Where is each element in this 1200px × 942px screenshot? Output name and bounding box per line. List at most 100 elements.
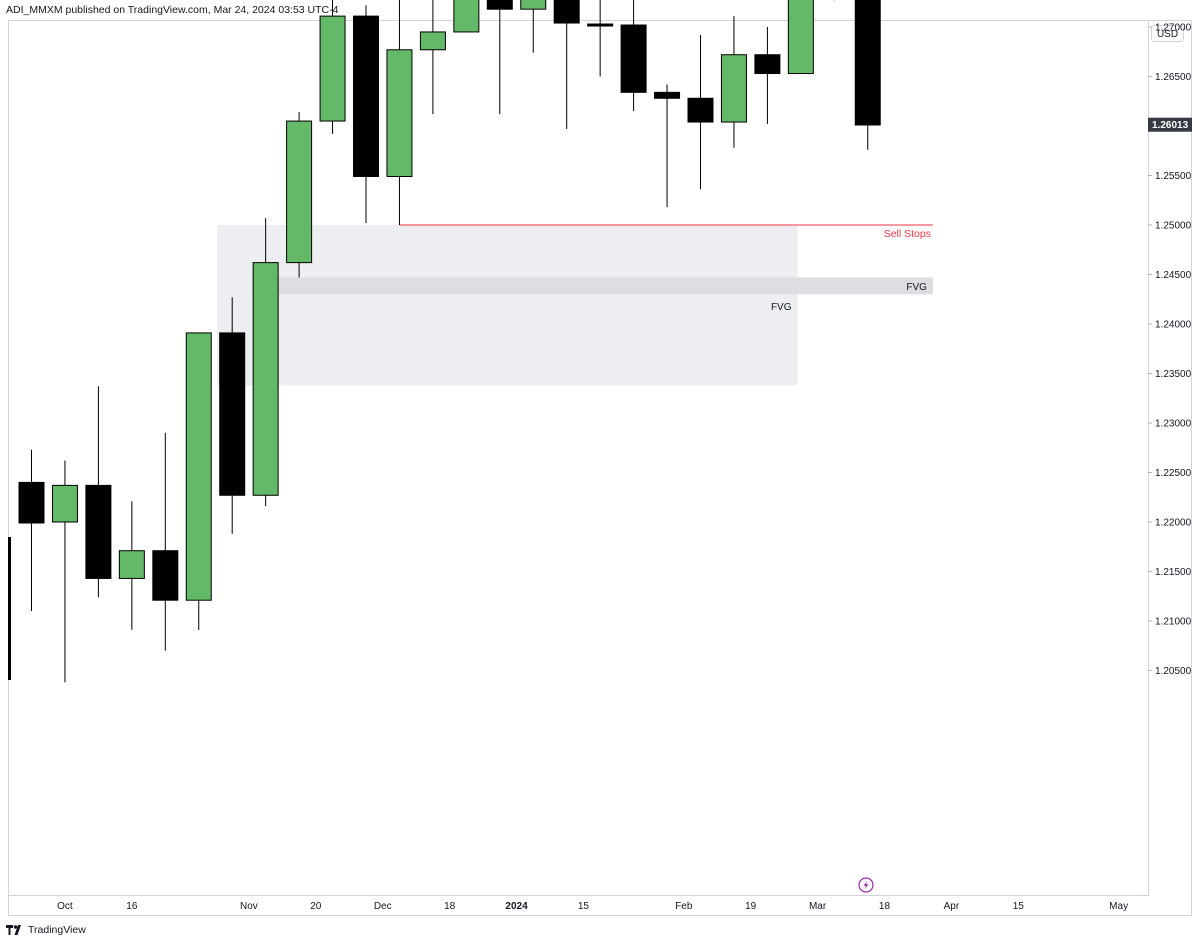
fvg-label: FVG	[906, 282, 927, 293]
candle-body	[286, 120, 313, 264]
zones-layer: FVG FVG	[217, 225, 933, 386]
volume-marker	[8, 537, 11, 680]
x-tick-layer: Oct 16 Nov 20 Dec 18 2024 15 Feb 19 Mar 18 Apr 15 May	[57, 901, 1128, 912]
candle-body	[252, 262, 279, 496]
candle	[553, 0, 580, 129]
y-tick-label: 1.26500	[1155, 72, 1192, 83]
published-caption: ADI_MMXM published on TradingView.com, M…	[6, 4, 339, 16]
candle-body	[620, 24, 647, 93]
candle	[754, 27, 781, 125]
candle	[654, 84, 681, 208]
y-tick-label: 1.21000	[1155, 617, 1192, 628]
x-tick-label: 15	[578, 901, 590, 912]
currency-selector[interactable]: USD	[1151, 25, 1184, 42]
zone-label: FVG	[771, 302, 792, 313]
x-tick-label: Dec	[374, 901, 392, 912]
x-tick-label: 18	[444, 901, 456, 912]
candle-body	[419, 31, 446, 51]
candle	[687, 34, 714, 190]
price-axis[interactable]	[1148, 20, 1193, 896]
x-tick-label: Feb	[675, 901, 693, 912]
x-tick-label: 19	[745, 901, 757, 912]
candle	[219, 297, 246, 534]
candle-body	[18, 481, 45, 524]
x-tick-label: 18	[879, 901, 891, 912]
candle	[520, 0, 547, 53]
candle	[353, 5, 379, 224]
last-price-badge	[1148, 117, 1192, 132]
candle	[787, 0, 814, 75]
candle	[854, 0, 881, 150]
candle	[85, 386, 112, 598]
candle-body	[51, 484, 78, 523]
candle-body	[587, 23, 614, 27]
candle-body	[486, 0, 513, 10]
candle-body	[185, 332, 212, 601]
candle	[118, 501, 145, 630]
x-tick-label: 20	[310, 901, 322, 912]
candle	[51, 460, 78, 683]
candle	[620, 0, 647, 112]
candle-body	[453, 0, 480, 33]
candle-body	[553, 0, 580, 24]
last-price-label: 1.26013	[1152, 120, 1189, 131]
x-tick-label: 15	[1013, 901, 1025, 912]
candle-body	[386, 49, 413, 177]
candle-body	[219, 332, 246, 496]
x-tick-label: Mar	[809, 901, 827, 912]
candle	[252, 218, 279, 507]
candle	[319, 0, 346, 134]
x-tick-label: 16	[126, 901, 138, 912]
candle-body	[687, 97, 714, 123]
y-tick-label: 1.27000	[1155, 23, 1192, 34]
y-tick-label: 1.24000	[1155, 320, 1192, 331]
y-tick-layer: 1.20500 1.21000 1.21500 1.22000 1.22500 1.230…	[1148, 23, 1192, 677]
candle	[286, 112, 313, 278]
tradingview-logo-icon	[6, 925, 21, 935]
time-axis[interactable]	[8, 895, 1148, 917]
candle-body	[353, 15, 379, 177]
candle-body	[854, 0, 881, 126]
candle	[419, 0, 446, 115]
candle	[152, 432, 179, 651]
levels-layer: Buy Stops / PMHSell Stops	[399, 224, 933, 240]
x-tick-label: 2024	[505, 901, 528, 912]
y-tick-label: 1.25500	[1155, 171, 1192, 182]
candle	[486, 0, 513, 115]
candle	[386, 0, 413, 225]
candle	[720, 16, 747, 148]
zone-rect	[217, 225, 798, 386]
footer-brand[interactable]: TradingView	[6, 922, 86, 938]
x-tick-label: May	[1109, 901, 1128, 912]
candle-body	[520, 0, 547, 10]
candle-body	[720, 54, 747, 123]
y-tick-label: 1.21500	[1155, 567, 1192, 578]
y-tick-label: 1.20500	[1155, 666, 1192, 677]
x-tick-label: Nov	[240, 901, 258, 912]
candle	[453, 0, 480, 33]
x-tick-label: Apr	[944, 901, 960, 912]
footer-brand-label: TradingView	[28, 924, 86, 936]
flash-icon[interactable]	[858, 877, 874, 893]
candle-body	[152, 550, 179, 601]
y-tick-label: 1.24500	[1155, 270, 1192, 281]
candle-body	[118, 550, 145, 579]
y-tick-label: 1.25000	[1155, 221, 1192, 232]
candle-body	[654, 91, 681, 99]
y-tick-label: 1.23000	[1155, 419, 1192, 430]
y-tick-label: 1.22000	[1155, 518, 1192, 529]
y-tick-label: 1.23500	[1155, 369, 1192, 380]
candle	[18, 449, 45, 612]
x-tick-label: Oct	[57, 901, 73, 912]
candle	[185, 332, 212, 630]
candle-body	[787, 0, 814, 75]
flash-icon-bolt	[863, 880, 869, 890]
candle-body	[85, 484, 112, 579]
y-tick-label: 1.22500	[1155, 468, 1192, 479]
candle-body	[754, 54, 781, 75]
sell_stops-label: Sell Stops	[884, 228, 931, 240]
overlay-layer: 1.26013	[858, 117, 1192, 893]
candle-body	[319, 15, 346, 122]
fvg-rect	[252, 277, 933, 295]
